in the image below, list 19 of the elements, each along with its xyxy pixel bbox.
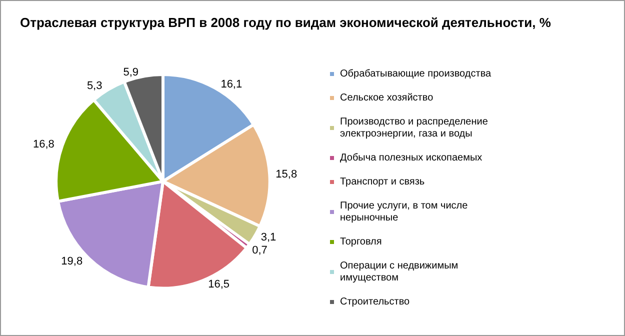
data-label: 16,1 [220,78,242,90]
legend-label: Транспорт и связь [340,176,425,188]
data-label: 5,3 [86,80,102,92]
legend-label: Сельское хозяйство [340,92,434,104]
chart-title: Отраслевая структура ВРП в 2008 году по видам экономической деятельности, % [20,15,552,30]
data-label: 0,7 [252,244,268,256]
data-label: 3,1 [260,232,276,244]
legend-label: Производство и распределение электроэнергии, газа и воды [340,116,491,140]
legend-label: Операции с недвижимым имуществом [340,260,461,284]
legend-label: Обрабатывающие производства [340,68,492,80]
data-label: 16,8 [33,138,54,150]
data-label: 5,9 [123,66,139,78]
data-label: 16,5 [208,278,230,290]
data-label: 15,8 [276,168,298,180]
legend-label: Прочие услуги, в том числе нерыночные [340,200,470,224]
data-label: 19,8 [61,256,83,268]
legend-label: Торговля [340,236,382,248]
legend-label: Строительство [340,296,410,308]
legend-label: Добыча полезных ископаемых [340,152,482,164]
